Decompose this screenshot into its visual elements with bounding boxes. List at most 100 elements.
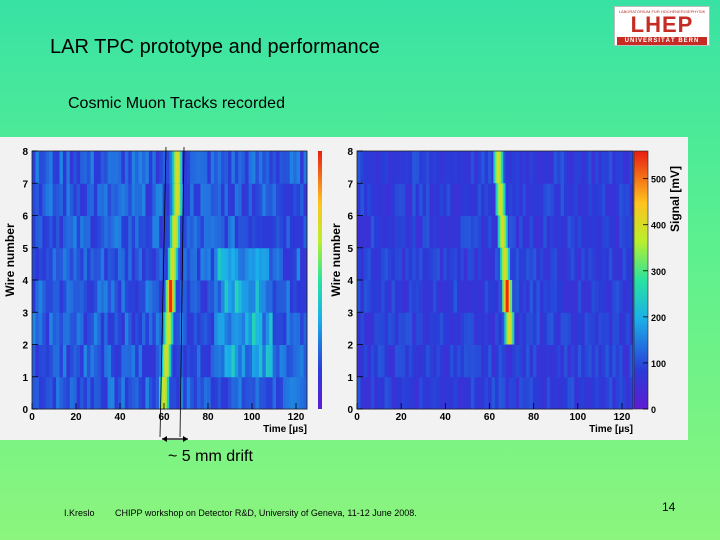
heatmap-cell bbox=[412, 280, 417, 313]
heatmap-cell bbox=[432, 151, 437, 184]
heatmap-cell bbox=[293, 312, 298, 345]
heatmap-cell bbox=[93, 247, 98, 281]
heatmap-cell bbox=[391, 280, 396, 313]
heatmap-cell bbox=[557, 183, 562, 216]
heatmap-cell bbox=[241, 215, 246, 249]
heatmap-cell bbox=[282, 151, 287, 184]
heatmap-cell bbox=[481, 376, 486, 410]
heatmap-cell bbox=[52, 280, 57, 313]
heatmap-cell bbox=[183, 183, 188, 216]
heatmap-cell bbox=[481, 280, 486, 313]
heatmap-cell bbox=[608, 280, 613, 313]
heatmap-cell bbox=[460, 247, 465, 281]
heatmap-cell bbox=[450, 376, 455, 410]
heatmap-cell bbox=[370, 183, 375, 216]
heatmap-cell bbox=[615, 247, 620, 281]
heatmap-cell bbox=[90, 376, 95, 410]
heatmap-cell bbox=[567, 344, 572, 378]
heatmap-cell bbox=[193, 183, 198, 216]
heatmap-cell bbox=[148, 151, 153, 184]
heatmap-cell bbox=[155, 312, 160, 345]
heatmap-cell bbox=[207, 215, 212, 249]
heatmap-cell bbox=[262, 151, 267, 184]
heatmap-cell bbox=[474, 280, 479, 313]
heatmap-cell bbox=[519, 183, 524, 216]
heatmap-cell bbox=[159, 312, 164, 345]
heatmap-cell bbox=[38, 376, 43, 410]
heatmap-cell bbox=[128, 247, 133, 281]
logo-top-text: LABORATORIUM FÜR HOCHENERGIEPHYSIK bbox=[618, 9, 706, 14]
heatmap-cell bbox=[238, 183, 243, 216]
heatmap-cell bbox=[293, 151, 298, 184]
heatmap-cell bbox=[601, 280, 606, 313]
heatmap-cell bbox=[398, 376, 403, 410]
heatmap-cell bbox=[289, 312, 294, 345]
heatmap-cell bbox=[605, 247, 610, 281]
heatmap-cell bbox=[248, 312, 253, 345]
heatmap-cell bbox=[567, 215, 572, 249]
heatmap-cell bbox=[49, 376, 54, 410]
x-tick-label: 0 bbox=[354, 412, 360, 423]
heatmap-cell bbox=[450, 183, 455, 216]
heatmap-cell bbox=[296, 344, 301, 378]
heatmap-cell bbox=[190, 151, 195, 184]
heatmap-cell bbox=[564, 183, 568, 216]
heatmap-cell bbox=[515, 247, 520, 281]
heatmap-cell bbox=[272, 376, 277, 410]
y-tick-label: 8 bbox=[347, 147, 353, 158]
heatmap-cell bbox=[532, 183, 537, 216]
heatmap-cell bbox=[221, 312, 225, 345]
heatmap-cell bbox=[300, 215, 305, 249]
heatmap-cell bbox=[255, 280, 260, 313]
heatmap-cell bbox=[262, 247, 267, 281]
heatmap-cell bbox=[186, 215, 191, 249]
heatmap-cell bbox=[217, 376, 222, 410]
heatmap-cell bbox=[426, 215, 430, 249]
heatmap-cell bbox=[377, 183, 382, 216]
heatmap-cell bbox=[38, 183, 43, 216]
heatmap-cell bbox=[93, 215, 98, 249]
heatmap-cell bbox=[234, 215, 239, 249]
heatmap-cell bbox=[214, 312, 219, 345]
heatmap-cell bbox=[491, 247, 496, 281]
heatmap-cell bbox=[234, 183, 239, 216]
heatmap-cell bbox=[166, 183, 170, 216]
heatmap-cell bbox=[415, 280, 420, 313]
heatmap-cell bbox=[245, 344, 250, 378]
heatmap-cell bbox=[522, 344, 527, 378]
heatmap-cell bbox=[148, 183, 153, 216]
heatmap-cell bbox=[367, 247, 372, 281]
heatmap-cell bbox=[279, 183, 284, 216]
heatmap-cell bbox=[214, 247, 219, 281]
heatmap-cell bbox=[450, 247, 455, 281]
y-tick-label: 1 bbox=[22, 373, 28, 384]
heatmap-cell bbox=[56, 215, 60, 249]
heatmap-cell bbox=[145, 376, 150, 410]
heatmap-cell bbox=[526, 183, 530, 216]
x-tick-label: 20 bbox=[396, 412, 408, 423]
y-tick-label: 4 bbox=[347, 276, 353, 287]
track-hit bbox=[507, 312, 511, 345]
heatmap-cell bbox=[52, 151, 57, 184]
heatmap-cell bbox=[203, 247, 208, 281]
heatmap-cell bbox=[498, 344, 503, 378]
heatmap-cell bbox=[374, 376, 379, 410]
heatmap-cell bbox=[584, 280, 589, 313]
track-hit bbox=[496, 151, 500, 184]
heatmap-cell bbox=[155, 280, 160, 313]
heatmap-cell bbox=[193, 215, 198, 249]
heatmap-cell bbox=[87, 344, 91, 378]
heatmap-cell bbox=[463, 183, 468, 216]
heatmap-cell bbox=[169, 183, 174, 216]
heatmap-cell bbox=[532, 247, 537, 281]
heatmap-cell bbox=[59, 376, 64, 410]
heatmap-cell bbox=[117, 312, 122, 345]
heatmap-cell bbox=[131, 183, 136, 216]
heatmap-cell bbox=[446, 215, 451, 249]
heatmap-cell bbox=[439, 247, 444, 281]
heatmap-cell bbox=[446, 183, 451, 216]
heatmap-cell bbox=[377, 247, 382, 281]
heatmap-cell bbox=[227, 215, 232, 249]
heatmap-cell bbox=[286, 215, 291, 249]
heatmap-cell bbox=[615, 344, 620, 378]
